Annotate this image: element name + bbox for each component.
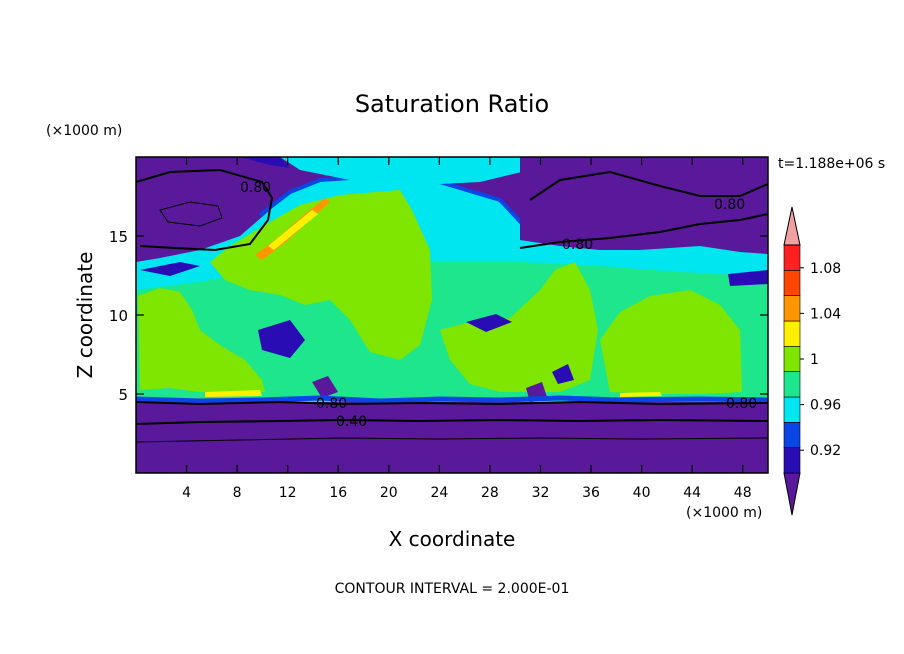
colorbar-segment-1 [783, 422, 801, 448]
x-tick-label-4: 20 [380, 485, 398, 501]
lime-region-west [138, 288, 265, 392]
x-tick-label-8: 36 [582, 485, 600, 501]
colorbar-upper-extend [783, 206, 801, 246]
contour-label-6: 0.40 [336, 414, 367, 430]
dry-pocket-2 [312, 376, 338, 398]
lime-region-mid [440, 262, 598, 392]
colorbar-segment-7 [783, 270, 801, 296]
boundary-blue-line [136, 395, 768, 404]
lime-region-central [210, 190, 432, 360]
colorbar-segment-3 [783, 371, 801, 398]
x-tick-label-9: 40 [633, 485, 651, 501]
dry-pocket-3 [466, 314, 512, 332]
colorbar-segment-4 [783, 346, 801, 372]
contour-line-ne [529, 170, 768, 201]
colorbar-lower-extend [783, 472, 801, 516]
contour-line-low [136, 437, 768, 443]
y-tick-label-2: 15 [109, 228, 128, 246]
yellow-streak-right [620, 392, 662, 397]
z-unit-label: (×1000 m) [46, 123, 122, 139]
colorbar-segment-5 [783, 320, 801, 347]
x-tick-label-5: 24 [430, 485, 448, 501]
top-navy-cap [240, 157, 290, 168]
contour-line-pocket [159, 201, 223, 227]
colorbar-tick-label-0: 0.92 [810, 443, 841, 459]
x-tick-label-11: 48 [734, 485, 752, 501]
colorbar-segment-2 [783, 396, 801, 423]
colorbar-tick-label-4: 1.08 [810, 261, 841, 277]
x-tick-label-10: 44 [683, 485, 701, 501]
colorbar-segment-6 [783, 295, 801, 322]
y-axis-label: Z coordinate [73, 252, 97, 379]
dry-pocket-5 [552, 364, 574, 384]
y-tick-label-0: 5 [118, 386, 128, 404]
x-unit-label: (×1000 m) [686, 505, 762, 521]
lime-region-east [600, 290, 742, 394]
yellow-streak-left [205, 390, 262, 397]
dry-streak-west [140, 262, 200, 276]
x-tick-label-1: 8 [233, 485, 242, 501]
contour-label-2: 0.80 [714, 197, 745, 213]
x-axis-label: X coordinate [389, 527, 516, 551]
x-tick-label-3: 16 [329, 485, 347, 501]
contour-line-top [136, 168, 274, 252]
dry-streak-east [728, 270, 768, 286]
colorbar-tick-label-1: 0.96 [810, 398, 841, 414]
chart-title: Saturation Ratio [355, 90, 549, 118]
colorbar-tick-label-2: 1 [810, 352, 819, 368]
yellow-streak-upper [268, 210, 318, 250]
colorbar-tick-label-3: 1.04 [810, 306, 841, 322]
colorbar-segment-0 [783, 447, 801, 474]
contour-line-lower-080 [136, 400, 768, 406]
contour-interval-footer: CONTOUR INTERVAL = 2.000E-01 [335, 581, 570, 597]
dry-pocket-1 [258, 320, 305, 358]
contour-line-mid [519, 213, 768, 249]
colorbar-segment-8 [783, 244, 801, 271]
colorbar: 0.92 0.96 1 1.04 1.08 [783, 206, 841, 516]
contour-label-4: 0.80 [316, 396, 347, 412]
x-tick-label-2: 12 [279, 485, 297, 501]
x-tick-label-6: 28 [481, 485, 499, 501]
x-tick-label-0: 4 [182, 485, 191, 501]
contour-label-5: 0.80 [726, 396, 757, 412]
contour-label-3: 0.80 [562, 237, 593, 253]
time-label: t=1.188e+06 s [778, 156, 885, 172]
plot-area [136, 157, 768, 473]
contour-line-040 [136, 418, 768, 425]
x-tick-label-7: 32 [532, 485, 550, 501]
contour-label-1: 0.80 [240, 180, 271, 196]
y-tick-label-1: 10 [109, 307, 128, 325]
